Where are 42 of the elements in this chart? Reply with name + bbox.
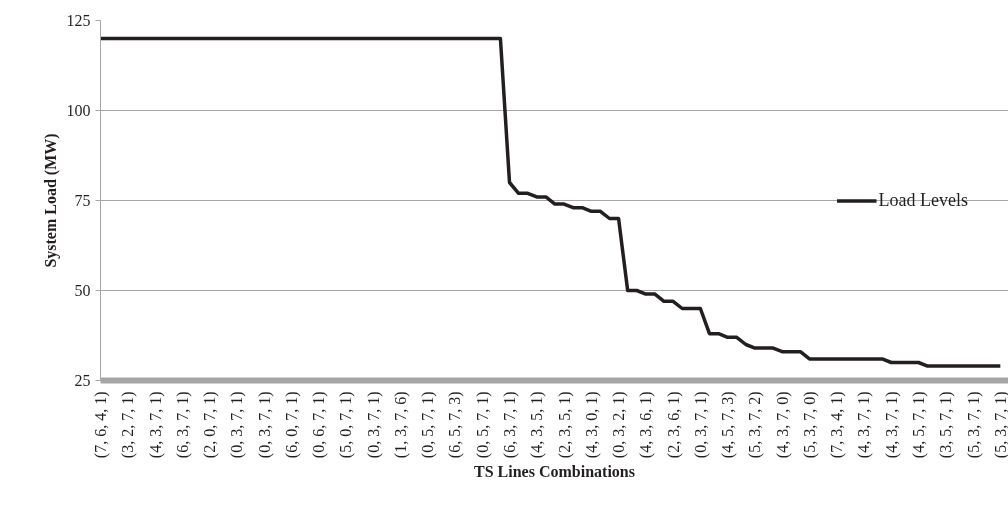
x-tick-label: (0, 3, 7, 1) — [228, 391, 247, 459]
x-tick-label: (3, 5, 7, 1) — [937, 391, 956, 459]
x-tick-label: (2, 3, 5, 1) — [555, 391, 574, 459]
x-tick-label: (0, 3, 2, 1) — [610, 391, 629, 459]
y-tick-label: 125 — [66, 12, 91, 29]
x-tick-label: (5, 3, 7, 1) — [964, 391, 983, 459]
x-tick-label: (0, 5, 7, 1) — [473, 391, 492, 459]
x-tick-label: (5, 3, 7, 2) — [746, 391, 765, 459]
line-series — [100, 36, 1003, 368]
x-tick-label: (4, 5, 7, 1) — [910, 391, 929, 459]
x-tick-label: (7, 3, 4, 1) — [828, 391, 847, 459]
x-tick-label: (4, 3, 0, 1) — [582, 391, 601, 459]
x-tick-label: (0, 5, 7, 1) — [419, 391, 438, 459]
x-tick-label: (4, 3, 7, 1) — [855, 391, 874, 459]
x-axis-title: TS Lines Combinations — [474, 463, 635, 481]
x-tick-label: (2, 0, 7, 1) — [201, 391, 220, 459]
x-tick-label: (6, 3, 7, 1) — [501, 391, 520, 459]
x-tick-label: (6, 5, 7, 3) — [446, 391, 465, 459]
y-axis-title: System Load (MW) — [41, 133, 60, 268]
x-tick-label: (6, 3, 7, 1) — [173, 391, 192, 459]
x-tick-label: (4, 3, 7, 1) — [882, 391, 901, 459]
x-tick-label: (6, 0, 7, 1) — [282, 391, 301, 459]
x-tick-label: (5, 3, 7, 0) — [800, 391, 819, 459]
y-tick-label: 50 — [74, 282, 91, 299]
x-tick-label: (0, 3, 7, 1) — [691, 391, 710, 459]
x-tick-label: (4, 5, 7, 3) — [719, 391, 738, 459]
x-tick-label: (1, 3, 7, 6) — [391, 391, 410, 459]
x-tick-label: (2, 3, 6, 1) — [664, 391, 683, 459]
y-tick-label: 25 — [74, 372, 91, 389]
legend-label: Load Levels — [878, 189, 968, 211]
x-tick-label: (0, 3, 7, 1) — [255, 391, 274, 459]
x-tick-label: (3, 2, 7, 1) — [119, 391, 138, 459]
x-tick-label: (0, 3, 7, 1) — [364, 391, 383, 459]
x-tick-label: (7, 6, 4, 1) — [92, 391, 110, 459]
x-tick-label: (0, 6, 7, 1) — [310, 391, 329, 459]
x-tick-label: (4, 3, 5, 1) — [528, 391, 547, 459]
y-tick-label: 75 — [74, 192, 91, 209]
y-tick-label: 100 — [66, 102, 91, 119]
x-tick-label: (4, 3, 7, 1) — [146, 391, 165, 459]
x-tick-label: (5, 0, 7, 1) — [337, 391, 356, 459]
x-tick-label: (4, 3, 6, 1) — [637, 391, 656, 459]
x-tick-label: (4, 3, 7, 0) — [773, 391, 792, 459]
